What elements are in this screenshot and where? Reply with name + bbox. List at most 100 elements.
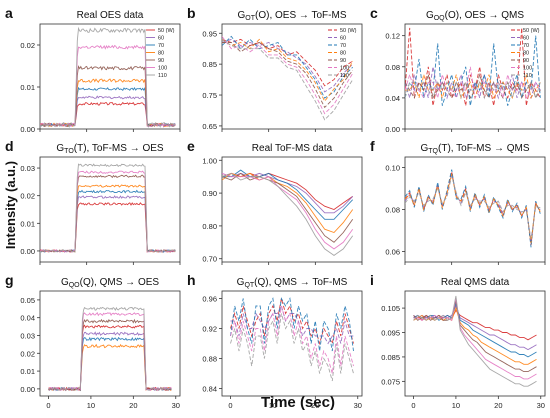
series-line — [405, 66, 541, 100]
y-tick-label: 0.75 — [202, 91, 217, 100]
y-tick-label: 0.00 — [20, 247, 35, 256]
plot-frame-d — [39, 156, 181, 263]
series-line — [222, 172, 353, 211]
series-line — [230, 297, 354, 352]
legend-label: 70 — [158, 43, 164, 49]
panel-letter-g: g — [5, 272, 14, 288]
series-line — [48, 306, 172, 392]
series-line — [48, 343, 172, 392]
y-tick-label: 0.02 — [20, 41, 35, 50]
x-axis-label: Time (sec) — [261, 394, 335, 411]
legend-label: 60 — [158, 36, 164, 42]
series-line — [405, 81, 541, 100]
y-tick-label: 0.02 — [20, 192, 35, 201]
legend-label: 70 — [340, 43, 346, 49]
series-line — [222, 172, 354, 243]
x-tick-label: 20 — [129, 401, 137, 410]
x-tick-label: 10 — [87, 401, 95, 410]
y-tick-label: 0.03 — [20, 164, 35, 173]
series-line — [405, 175, 541, 239]
series-line — [40, 170, 176, 253]
y-tick-label: 0.80 — [202, 222, 217, 231]
legend-label: 70 — [523, 43, 529, 49]
x-tick-label: 30 — [172, 401, 180, 410]
x-tick-label: 0 — [411, 401, 415, 410]
legend-label: 100 — [340, 66, 349, 72]
y-tick-label: 0.01 — [20, 367, 35, 376]
y-tick-label: 0.00 — [385, 125, 400, 134]
panel-title-i: Real QMS data — [441, 277, 510, 288]
y-axis-label: Intensity (a.u.) — [3, 161, 18, 249]
panel-title-h: GQT(Q), QMS → ToF-MS — [237, 277, 348, 289]
series-line — [48, 331, 172, 392]
y-tick-label: 0.085 — [381, 353, 400, 362]
panel-letter-e: e — [187, 138, 195, 154]
series-line — [40, 202, 176, 253]
panel-letter-c: c — [370, 5, 378, 21]
panel-letter-d: d — [5, 138, 14, 154]
legend-label: 80 — [523, 51, 529, 57]
y-tick-label: 0.03 — [20, 331, 35, 340]
series-line — [40, 189, 176, 253]
series-line — [40, 65, 176, 128]
y-tick-label: 0.08 — [385, 63, 400, 72]
legend-label: 90 — [523, 58, 529, 64]
series-line — [40, 101, 176, 127]
x-tick-label: 10 — [452, 401, 460, 410]
series-line — [222, 35, 354, 99]
legend-label: 80 — [158, 51, 164, 57]
panel-title-f: GTQ(T), ToF-MS → QMS — [421, 143, 530, 155]
series-line — [405, 173, 541, 242]
series-line — [405, 73, 541, 100]
y-tick-label: 0.85 — [202, 60, 217, 69]
y-tick-label: 0.65 — [202, 122, 217, 131]
panel-title-b: GOT(O), OES → ToF-MS — [237, 10, 346, 22]
series-line — [222, 172, 354, 234]
series-line — [230, 305, 354, 374]
y-tick-label: 0.04 — [20, 314, 35, 323]
y-tick-label: 0.70 — [202, 255, 217, 264]
legend-label: 60 — [340, 36, 346, 42]
panel-d: d GTO(T), ToF-MS → OES 0.00 0.01 0.02 0.03 — [5, 138, 181, 265]
legend-label: 80 — [340, 51, 346, 57]
series-line — [40, 78, 176, 128]
series-line — [405, 66, 541, 100]
series-line — [222, 38, 354, 103]
legend-label: 50 (W) — [340, 28, 357, 34]
y-tick-label: 0.05 — [20, 296, 35, 305]
panel-title-d: GTO(T), ToF-MS → OES — [56, 143, 164, 155]
series-line — [413, 304, 537, 351]
series-line — [40, 184, 176, 253]
y-tick-label: 0.92 — [202, 325, 217, 334]
y-tick-label: 0.10 — [385, 164, 400, 173]
x-tick-label: 10 — [269, 401, 277, 410]
series-line — [222, 172, 354, 256]
legend-label: 110 — [523, 73, 532, 79]
legend-label: 100 — [523, 66, 532, 72]
plot-frame-b — [221, 23, 363, 130]
series-line — [48, 318, 172, 392]
y-tick-label: 0.08 — [385, 206, 400, 215]
panel-title-c: GOQ(O), OES → QMS — [426, 10, 524, 22]
panel-letter-a: a — [5, 5, 13, 21]
panel-b: b GOT(O), OES → ToF-MS 0.65 0.75 0.85 0.95 50 … — [187, 5, 363, 132]
series-line — [222, 36, 354, 115]
plot-frame-c — [404, 23, 546, 130]
panel-g: g GQO(Q), QMS → OES 0.00 0.01 0.02 0.03 0.04 0.… — [5, 272, 181, 410]
series-line — [413, 309, 537, 341]
y-tick-label: 0.88 — [202, 355, 217, 364]
plot-frame-g — [39, 290, 181, 397]
x-tick-label: 20 — [494, 401, 502, 410]
panel-i: i Real QMS data 0.075 0.085 0.095 0.105 0 10 20 3… — [370, 272, 546, 410]
series-line — [222, 169, 354, 220]
y-tick-label: 0.84 — [202, 385, 217, 394]
y-tick-label: 0.95 — [202, 29, 217, 38]
series-line — [40, 163, 176, 253]
series-line — [48, 324, 172, 392]
series-line — [413, 295, 537, 387]
y-tick-label: 0.01 — [20, 219, 35, 228]
